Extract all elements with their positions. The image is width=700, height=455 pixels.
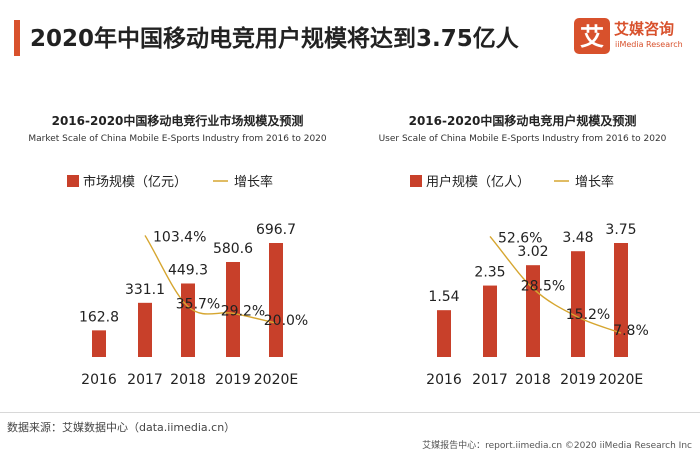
growth-rate-label: 20.0%: [264, 313, 308, 329]
growth-rate-line: [144, 235, 277, 324]
bar-2016: [92, 330, 106, 357]
chart-title: 2016-2020中国移动电竞用户规模及预测: [408, 114, 637, 128]
bar-2019: [571, 251, 585, 357]
legend-bar-swatch: [410, 175, 422, 187]
growth-rate-label: 7.8%: [613, 323, 649, 339]
bar-value-label: 3.02: [517, 244, 548, 260]
bar-2020E: [269, 243, 283, 357]
bar-2018: [181, 283, 195, 357]
bar-value-label: 449.3: [168, 262, 208, 278]
growth-rate-label: 29.2%: [221, 303, 265, 319]
bar-value-label: 2.35: [474, 265, 505, 281]
market-scale-chart: 2016-2020中国移动电竞行业市场规模及预测 Market Scale of…: [5, 105, 350, 405]
category-label: 2018: [170, 372, 206, 388]
growth-rate-label: 103.4%: [153, 229, 206, 245]
category-label: 2020E: [254, 372, 298, 388]
chart-subtitle: User Scale of China Mobile E-Sports Indu…: [378, 134, 667, 144]
brand-name-cn: 艾媒咨询: [614, 20, 675, 38]
growth-rate-label: 35.7%: [176, 297, 220, 313]
bar-2016: [437, 310, 451, 357]
bar-value-label: 580.6: [213, 241, 253, 257]
legend-bar-label: 市场规模（亿元）: [83, 174, 187, 190]
category-label: 2019: [215, 372, 251, 388]
bar-2018: [526, 265, 540, 357]
chart-subtitle: Market Scale of China Mobile E-Sports In…: [28, 134, 327, 144]
category-label: 2017: [127, 372, 163, 388]
bar-2019: [226, 261, 240, 357]
bar-2017: [138, 302, 152, 357]
brand-name-en: iiMedia Research: [615, 40, 683, 49]
brand-mark-text: 艾: [580, 23, 604, 51]
category-label: 2019: [560, 372, 596, 388]
category-label: 2017: [472, 372, 508, 388]
bar-value-label: 3.48: [562, 230, 593, 246]
copyright-footer: 艾媒报告中心：report.iimedia.cn ©2020 iiMedia R…: [422, 441, 692, 451]
category-label: 2020E: [599, 372, 643, 388]
brand-mark-svg: 艾: [574, 18, 610, 54]
brand-mark-icon: 艾: [574, 18, 610, 54]
chart-title: 2016-2020中国移动电竞行业市场规模及预测: [51, 114, 304, 128]
growth-rate-label: 52.6%: [498, 230, 542, 246]
market-scale-plot: 市场规模（亿元） 增长率 162.8 2016 331.1 2017 449.3 2018 58…: [67, 174, 308, 388]
legend-line-label: 增长率: [575, 174, 614, 190]
category-label: 2016: [81, 372, 117, 388]
bar-value-label: 331.1: [125, 282, 165, 298]
category-label: 2016: [426, 372, 462, 388]
bar-value-label: 3.75: [605, 222, 636, 238]
growth-rate-label: 28.5%: [521, 278, 565, 294]
title-accent-bar: [14, 20, 20, 56]
bar-value-label: 696.7: [256, 222, 296, 238]
page-title: 2020年中国移动电竞用户规模将达到3.75亿人: [30, 26, 519, 52]
data-source: 数据来源：艾媒数据中心（data.iimedia.cn）: [7, 421, 236, 434]
bar-2020E: [614, 243, 628, 357]
growth-rate-label: 15.2%: [566, 307, 610, 323]
legend-line-label: 增长率: [234, 174, 273, 190]
legend-bar-swatch: [67, 175, 79, 187]
bar-value-label: 162.8: [79, 309, 119, 325]
category-label: 2018: [515, 372, 551, 388]
legend-bar-label: 用户规模（亿人）: [426, 174, 530, 190]
bar-2017: [483, 285, 497, 357]
bar-value-label: 1.54: [428, 289, 459, 305]
footer-divider: [0, 412, 700, 413]
growth-rate-line: [489, 235, 622, 334]
user-scale-chart: 2016-2020中国移动电竞用户规模及预测 User Scale of Chi…: [350, 105, 695, 405]
user-scale-plot: 用户规模（亿人） 增长率 1.54 2016 2.35 2017 3.02 2018 3.48 2…: [410, 174, 649, 388]
